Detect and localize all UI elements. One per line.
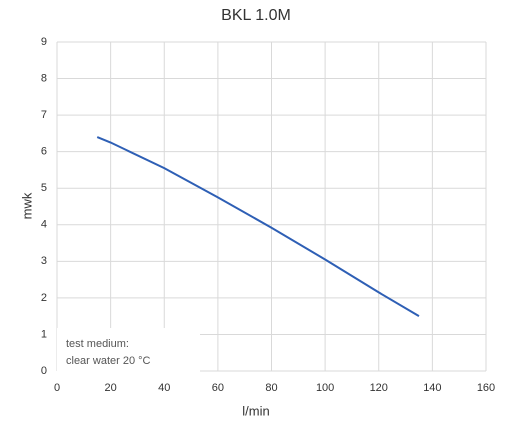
y-tick-label: 8 (41, 72, 47, 84)
y-tick-label: 4 (41, 219, 47, 231)
x-tick-label: 0 (54, 382, 60, 394)
y-tick-label: 1 (41, 328, 47, 340)
y-tick-label: 5 (41, 182, 47, 194)
line (96, 136, 420, 318)
x-tick-label: 140 (423, 382, 441, 394)
chart-title: BKL 1.0M (221, 7, 291, 24)
x-tick-label: 80 (265, 382, 277, 394)
x-tick-label: 160 (477, 382, 495, 394)
y-axis-label: mwk (19, 192, 34, 219)
y-tick-label: 7 (41, 109, 47, 121)
x-tick-label: 100 (316, 382, 334, 394)
y-tick-label: 2 (41, 292, 47, 304)
x-tick-label: 20 (105, 382, 117, 394)
annotation: test medium: (66, 338, 129, 350)
x-tick-label: 40 (158, 382, 170, 394)
y-tick-label: 9 (41, 36, 47, 48)
x-axis-label: l/min (242, 403, 269, 418)
x-tick-label: 120 (370, 382, 388, 394)
annotation-box (57, 328, 200, 376)
x-tick-label: 60 (212, 382, 224, 394)
y-tick-label: 0 (41, 365, 47, 377)
annotation: clear water 20 °C (66, 355, 151, 367)
y-tick-label: 6 (41, 146, 47, 158)
y-tick-label: 3 (41, 255, 47, 267)
